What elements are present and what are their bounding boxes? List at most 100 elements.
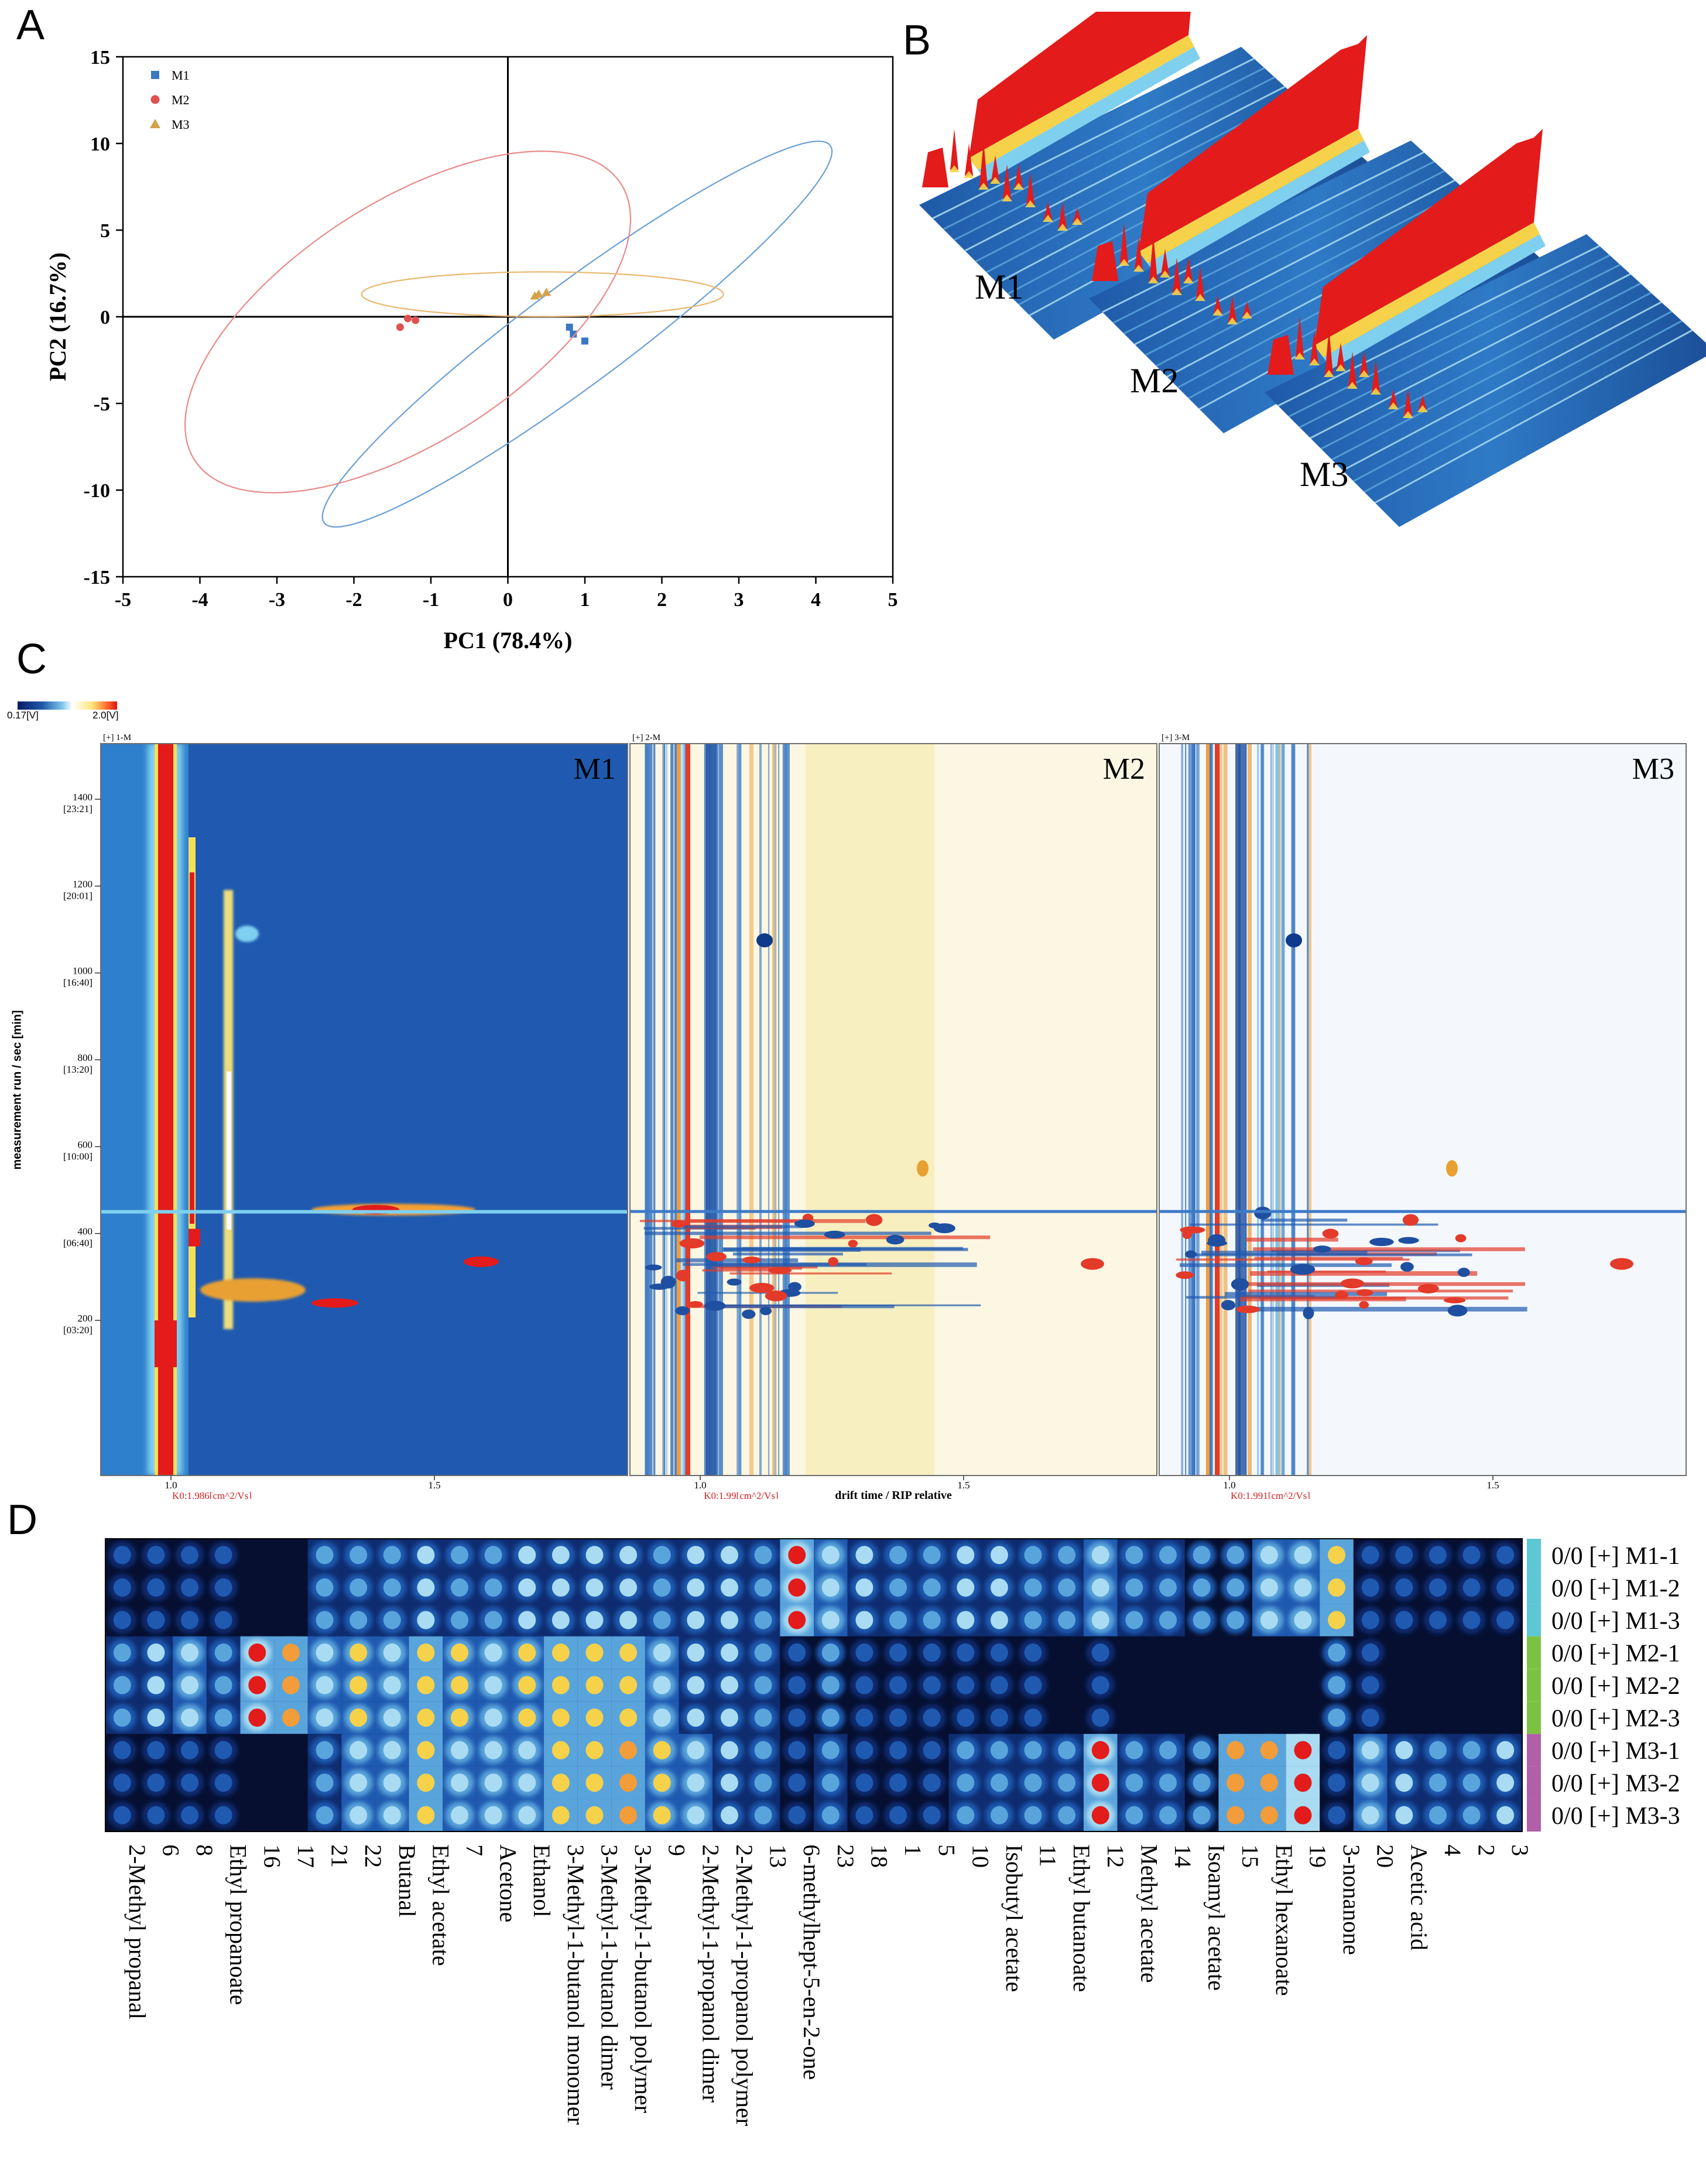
x-tick-label: -4 (191, 589, 208, 611)
y-tick-label: 5 (100, 220, 110, 242)
gallery-spot (147, 1774, 165, 1792)
spectrum-spot (1185, 1250, 1197, 1258)
gallery-spot (1462, 1741, 1481, 1759)
gallery-cell (1151, 1636, 1185, 1669)
gallery-spot (855, 1774, 873, 1792)
gallery-spot (990, 1774, 1008, 1792)
gallery-spot (484, 1643, 502, 1662)
gallery-spot (383, 1676, 401, 1695)
gallery-spot (923, 1546, 941, 1565)
point-m1 (581, 337, 588, 345)
spectrum-header: [+] 3-M (1162, 733, 1190, 742)
gallery-group-bar (1527, 1636, 1541, 1669)
gallery-spot (1328, 1774, 1346, 1792)
topo-peak (1243, 302, 1251, 316)
spectrum-y-tick-sec: 1000 (73, 966, 93, 977)
panel-letter-c: C (16, 636, 47, 683)
topo-peak (1149, 234, 1157, 281)
topo-peak (1135, 237, 1143, 269)
spectrum-spot (1369, 1237, 1394, 1247)
x-tick-label: 3 (734, 589, 744, 611)
gallery-spot (1193, 1578, 1211, 1597)
gallery-column-label: 15 (1237, 1844, 1263, 1868)
gallery-column-label: 3 (1507, 1844, 1533, 1856)
spectrum-streak (1291, 744, 1296, 1476)
panel-letter-d: D (7, 1497, 37, 1543)
spectrum-spot (742, 1257, 761, 1264)
gallery-spot (350, 1774, 368, 1792)
gallery-spot (1125, 1611, 1143, 1630)
topo-front-block (1092, 241, 1118, 281)
gallery-column-label: 6-methylhept-5-en-2-one (799, 1844, 825, 2080)
gallery-spot (518, 1709, 536, 1727)
gallery-cell (1387, 1636, 1421, 1669)
gallery-spot (585, 1806, 604, 1824)
gallery-spot (1428, 1611, 1447, 1630)
spectrum-frame (100, 743, 628, 1476)
gallery-cell (1117, 1669, 1152, 1702)
gallery-cell (1050, 1701, 1084, 1734)
gallery-spot (788, 1546, 806, 1565)
gallery-spot (350, 1578, 368, 1597)
x-tick-label: 1 (580, 589, 590, 611)
gallery-column-label: 3-nonanone (1338, 1844, 1365, 1955)
spectrum-streak (1181, 744, 1184, 1476)
gallery-cell (1218, 1669, 1253, 1702)
gallery-spot (1091, 1774, 1109, 1792)
y-tick-label: 0 (100, 307, 110, 328)
gallery-column-label: 14 (1170, 1844, 1196, 1868)
gallery-spot (1361, 1676, 1379, 1695)
gallery-spot (720, 1643, 738, 1662)
gallery-spot (451, 1611, 468, 1630)
panel-letter-b: B (903, 17, 931, 64)
gallery-spot (1024, 1806, 1042, 1824)
spectrum-spot (1340, 1278, 1364, 1289)
x-tick-label: -2 (345, 589, 362, 611)
gallery-spot (1058, 1806, 1076, 1824)
spectrum-spot (749, 1283, 775, 1293)
colorbar-min: 0.17[V] (7, 710, 39, 721)
topo-peak-base (1309, 358, 1320, 365)
gallery-spot (484, 1741, 502, 1759)
spectrum-spot (311, 1298, 358, 1308)
gallery-spot (383, 1774, 401, 1792)
spectrum-line (683, 1225, 803, 1228)
spectrum-line (722, 1247, 861, 1252)
gallery-cell (274, 1539, 308, 1572)
spectrum-streak (768, 744, 770, 1476)
spectrum-line (733, 1252, 843, 1256)
gallery-spot (316, 1709, 334, 1727)
gallery-column-label: Ethyl propanoate (225, 1844, 252, 2005)
gallery-spot (383, 1578, 401, 1597)
topo-peak-base (1294, 352, 1305, 360)
topo-ridge (1123, 170, 1445, 335)
gallery-spot (147, 1546, 165, 1565)
gallery-spot (1395, 1578, 1413, 1597)
gallery-spot (1260, 1741, 1278, 1759)
topo-rip-edge (1139, 129, 1364, 263)
gallery-spot (451, 1546, 468, 1565)
topo-peak (1389, 389, 1397, 407)
gallery-spot (720, 1578, 738, 1597)
gallery-spot (1091, 1676, 1109, 1695)
gallery-spot (147, 1806, 165, 1824)
topo-peak (1015, 164, 1023, 187)
gallery-group-bar (1527, 1539, 1541, 1572)
gallery-spot (316, 1806, 334, 1824)
point-m1 (570, 330, 577, 338)
gallery-row-label: 0/0 [+] M2-3 (1551, 1706, 1680, 1733)
spectrum-streak (1235, 744, 1246, 1476)
spectrum-spot (1081, 1258, 1104, 1270)
gallery-column-label: Ethyl hexanoate (1271, 1844, 1297, 1996)
spectrum-m2 (630, 744, 1157, 1476)
gallery-spot (282, 1676, 300, 1695)
gallery-group-bar (1527, 1571, 1541, 1604)
spectrum-spot (742, 1309, 756, 1319)
topo-peak-base (1212, 309, 1223, 316)
gallery-spot (1496, 1546, 1515, 1565)
gallery-spot (214, 1774, 232, 1792)
spectrum-streak (706, 744, 717, 1476)
gallery-spot (889, 1774, 907, 1792)
gallery-spot (417, 1806, 435, 1824)
gallery-spot (855, 1546, 873, 1565)
